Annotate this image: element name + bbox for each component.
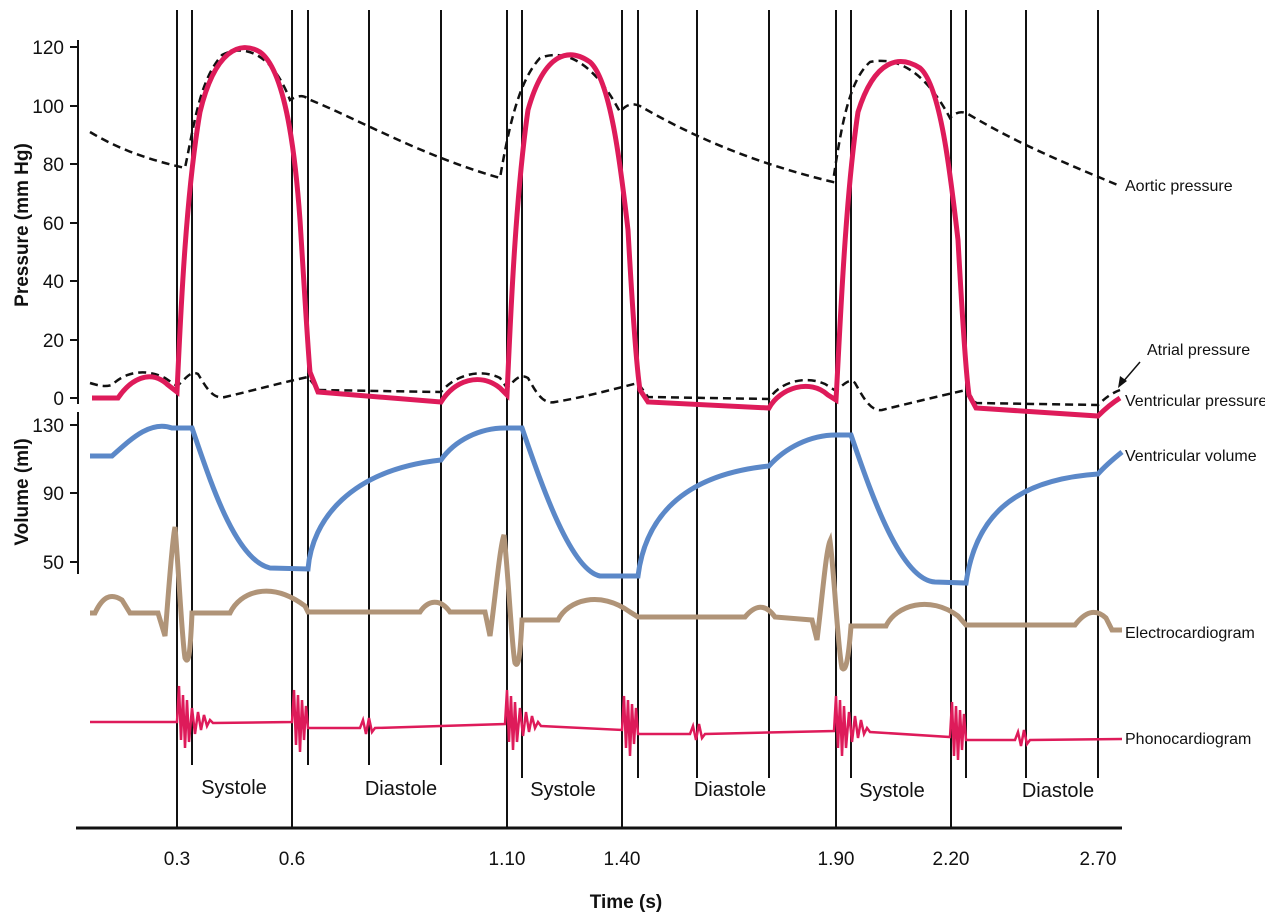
phase-divider-lines	[176, 10, 1099, 828]
pressure-tick-120: 120	[32, 38, 64, 59]
phonocardiogram-trace	[90, 685, 1123, 761]
volume-tick-130: 130	[32, 416, 64, 437]
pressure-axis-ticks	[70, 46, 78, 399]
label-aortic-pressure: Aortic pressure	[1125, 178, 1233, 195]
ventricular-volume-trace	[90, 423, 1124, 586]
time-tick-0-6: 0.6	[279, 849, 305, 870]
phase-label-systole-3: Systole	[859, 780, 925, 802]
phase-label-diastole-1: Diastole	[365, 778, 437, 800]
pressure-tick-60: 60	[43, 214, 64, 235]
time-tick-2-20: 2.20	[933, 849, 970, 870]
volume-axis-title: Volume (ml)	[12, 438, 33, 545]
time-axis-title: Time (s)	[590, 892, 663, 913]
pressure-tick-100: 100	[32, 97, 64, 118]
atrial-pressure-arrowhead	[1118, 376, 1127, 388]
label-phonocardiogram: Phonocardiogram	[1125, 731, 1251, 748]
label-ventricular-volume: Ventricular volume	[1125, 448, 1257, 465]
time-tick-1-90: 1.90	[818, 849, 855, 870]
pressure-tick-20: 20	[43, 331, 64, 352]
time-tick-0-3: 0.3	[164, 849, 190, 870]
phase-label-systole-1: Systole	[201, 777, 267, 799]
time-tick-1-10: 1.10	[489, 849, 526, 870]
volume-tick-90: 90	[43, 484, 64, 505]
volume-tick-50: 50	[43, 553, 64, 574]
ecg-trace	[90, 526, 1122, 672]
time-tick-1-40: 1.40	[604, 849, 641, 870]
ventricular-pressure-trace	[92, 45, 1122, 419]
volume-axis-ticks	[70, 424, 78, 563]
atrial-pressure-trace	[89, 371, 1121, 412]
phase-label-diastole-3: Diastole	[1022, 780, 1094, 802]
phase-label-diastole-2: Diastole	[694, 779, 766, 801]
pressure-tick-0: 0	[53, 389, 64, 410]
label-ventricular-pressure: Ventricular pressure	[1125, 393, 1265, 410]
pressure-tick-80: 80	[43, 155, 64, 176]
atrial-pressure-pointer	[1121, 361, 1141, 384]
pressure-tick-40: 40	[43, 272, 64, 293]
label-atrial-pressure: Atrial pressure	[1147, 342, 1250, 359]
pressure-axis-title: Pressure (mm Hg)	[12, 143, 33, 307]
time-tick-2-70: 2.70	[1080, 849, 1117, 870]
label-electrocardiogram: Electrocardiogram	[1125, 625, 1255, 642]
phase-label-systole-2: Systole	[530, 779, 596, 801]
